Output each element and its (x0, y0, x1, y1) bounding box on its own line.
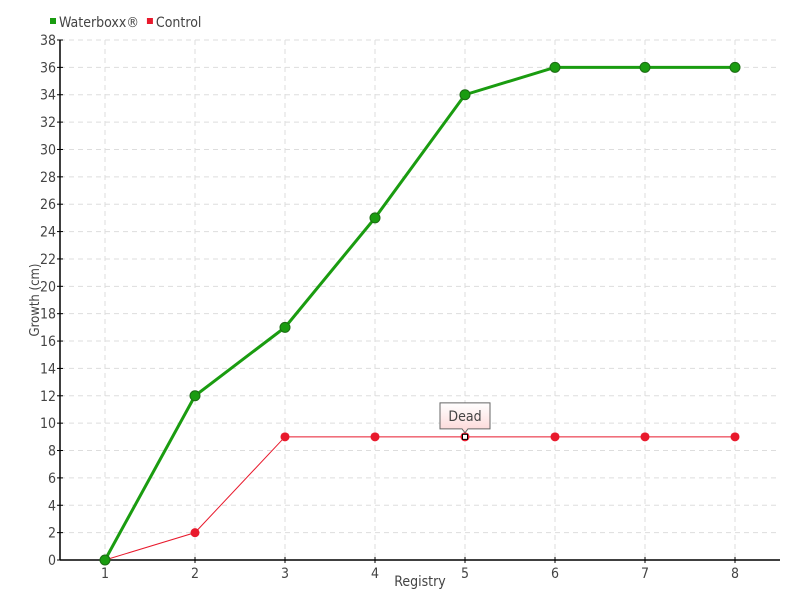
x-tick-label: 3 (281, 566, 289, 582)
data-point (459, 89, 471, 101)
x-tick-label: 4 (371, 566, 379, 582)
y-tick-label: 34 (40, 88, 56, 104)
data-point (729, 61, 741, 73)
y-tick-label: 10 (40, 416, 56, 432)
annotation-marker (462, 433, 468, 440)
y-tick-label: 4 (48, 498, 56, 514)
x-tick-label: 5 (461, 566, 469, 582)
legend: Waterboxx® Control (50, 15, 201, 31)
y-tick-label: 8 (48, 444, 56, 460)
y-tick-label: 16 (40, 334, 56, 350)
data-point (280, 432, 290, 442)
y-axis-label: Growth (cm) (28, 264, 43, 337)
y-tick-label: 26 (40, 197, 56, 213)
data-point (370, 432, 380, 442)
data-point (550, 432, 560, 442)
series-line (103, 65, 735, 561)
annotation-callout (439, 402, 491, 434)
data-point (369, 212, 381, 224)
y-tick-label: 6 (48, 471, 56, 487)
data-point (99, 554, 111, 566)
y-tick-label: 32 (40, 115, 56, 131)
y-tick-label: 22 (40, 252, 56, 268)
annotation-label: Dead (448, 409, 481, 425)
series-layer (99, 61, 741, 566)
series-line (104, 436, 735, 561)
grid (60, 39, 780, 560)
y-tick-label: 18 (40, 307, 56, 323)
y-tick-label: 24 (40, 225, 56, 241)
legend-swatch (146, 18, 153, 24)
data-point (279, 321, 291, 333)
data-point (640, 432, 650, 442)
x-tick-label: 2 (191, 566, 199, 582)
y-tick-label: 12 (40, 389, 56, 405)
y-tick-label: 20 (40, 279, 56, 295)
legend-swatch (50, 18, 56, 24)
data-point (639, 61, 651, 73)
x-tick-label: 8 (731, 566, 739, 582)
x-axis-label: Registry (394, 574, 446, 590)
legend-label: Waterboxx® (59, 15, 139, 31)
x-tick-label: 1 (101, 566, 109, 582)
legend-label: Control (156, 15, 202, 31)
data-point (730, 432, 740, 442)
data-point (189, 390, 201, 402)
y-tick-label: 0 (48, 553, 56, 569)
annotations: Dead (439, 402, 491, 434)
data-point (549, 61, 561, 73)
y-tick-label: 30 (40, 142, 56, 158)
y-tick-label: 28 (40, 170, 56, 186)
y-tick-label: 2 (48, 526, 56, 542)
y-tick-label: 38 (40, 33, 56, 49)
x-tick-label: 7 (641, 566, 649, 582)
x-tick-label: 6 (551, 566, 559, 582)
data-point (190, 528, 200, 538)
y-tick-label: 14 (40, 361, 56, 377)
y-tick-label: 36 (40, 60, 56, 76)
